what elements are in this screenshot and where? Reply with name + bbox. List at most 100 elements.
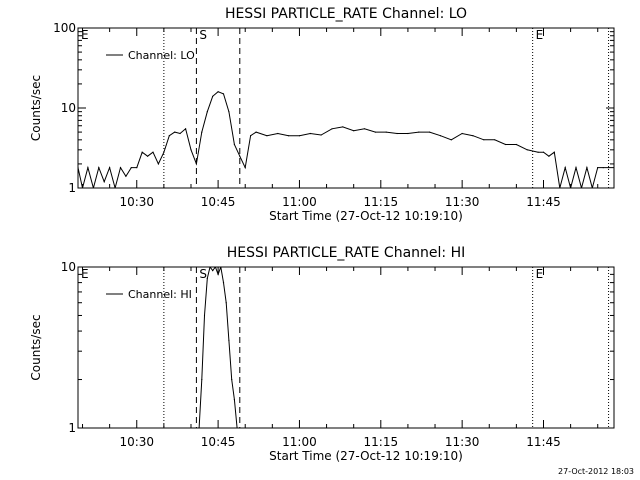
footer-timestamp: 27-Oct-2012 18:03 <box>558 467 634 476</box>
event-marker-label: E <box>536 28 544 42</box>
data-point <box>198 427 200 428</box>
data-point <box>214 267 216 268</box>
data-point <box>222 282 225 284</box>
x-axis-label: Start Time (27-Oct-12 10:19:10) <box>269 209 463 223</box>
chart-panel-2: HESSI PARTICLE_RATE Channel: HI 1 10 10:30 1… <box>29 245 615 463</box>
data-point <box>222 93 225 95</box>
data-point <box>418 131 420 133</box>
data-point <box>494 139 496 141</box>
data-point <box>407 132 409 135</box>
data-point <box>461 132 463 135</box>
data-point <box>548 155 550 157</box>
x-tick-label: 11:15 <box>364 195 399 209</box>
data-point <box>564 167 566 169</box>
x-tick-label: 10:30 <box>119 435 154 449</box>
data-point <box>385 131 387 133</box>
data-point <box>236 427 238 428</box>
y-axis-label: Counts/sec <box>29 314 43 380</box>
series-line <box>78 91 614 188</box>
data-point <box>119 167 122 169</box>
data-point <box>602 167 604 169</box>
legend-entry: Channel: HI <box>128 288 192 301</box>
data-point <box>591 187 593 188</box>
data-point <box>239 155 241 157</box>
event-marker-label: E <box>81 267 89 281</box>
data-point <box>483 139 485 141</box>
legend-entry: Channel: LO <box>128 49 195 62</box>
y-tick-label: 1 <box>68 421 76 435</box>
data-point <box>472 135 474 137</box>
data-point <box>331 128 333 130</box>
y-axis-label: Counts/sec <box>29 75 43 141</box>
data-point <box>125 175 127 177</box>
series-line <box>198 267 238 428</box>
data-point <box>157 163 159 165</box>
data-point <box>396 132 398 135</box>
y-tick-label: 10 <box>61 101 76 115</box>
plot-area <box>78 91 614 188</box>
data-point <box>78 167 79 169</box>
data-point <box>233 399 235 401</box>
data-point <box>92 187 94 188</box>
event-marker-label: E <box>81 28 89 42</box>
data-point <box>526 149 528 151</box>
data-point <box>225 302 227 304</box>
data-point <box>342 126 344 128</box>
y-tick-label: 10 <box>61 260 76 274</box>
data-point <box>542 151 545 153</box>
data-point <box>195 163 197 165</box>
data-point <box>203 314 206 317</box>
data-point <box>374 131 376 133</box>
event-marker-label: S <box>199 267 207 281</box>
x-tick-label: 11:30 <box>445 435 480 449</box>
data-point <box>206 277 208 279</box>
data-point <box>228 339 230 341</box>
data-point <box>228 111 230 113</box>
data-point <box>233 143 235 146</box>
chart-title: HESSI PARTICLE_RATE Channel: HI <box>227 245 465 261</box>
data-point <box>586 167 588 169</box>
data-point <box>537 151 539 153</box>
data-point <box>309 132 311 135</box>
x-tick-label: 11:30 <box>445 195 480 209</box>
event-marker-label: S <box>199 28 207 42</box>
data-point <box>266 135 268 137</box>
data-point <box>597 167 599 169</box>
data-point <box>575 167 577 169</box>
x-tick-label: 11:45 <box>526 195 561 209</box>
data-point <box>429 131 431 133</box>
x-tick-label: 10:45 <box>201 195 236 209</box>
data-point <box>81 187 84 188</box>
data-point <box>201 378 203 381</box>
data-point <box>209 267 211 268</box>
data-point <box>231 378 233 381</box>
data-point <box>298 135 301 137</box>
x-tick-label: 11:00 <box>282 435 317 449</box>
data-point <box>163 151 165 153</box>
data-point <box>109 167 111 169</box>
data-point <box>103 181 105 183</box>
data-point <box>580 187 583 188</box>
data-point <box>152 151 154 153</box>
data-point <box>130 167 132 169</box>
data-point <box>217 273 219 275</box>
chart-panel-1: HESSI PARTICLE_RATE Channel: LO 1 10 100 10:… <box>29 6 615 223</box>
data-point <box>613 167 614 169</box>
data-point <box>515 143 518 146</box>
y-tick-label: 100 <box>53 21 76 35</box>
x-tick-label: 11:00 <box>282 195 317 209</box>
data-point <box>250 135 252 137</box>
x-tick-label: 10:45 <box>201 435 236 449</box>
data-point <box>212 270 214 272</box>
chart-title: HESSI PARTICLE_RATE Channel: LO <box>225 6 467 22</box>
data-point <box>608 167 610 169</box>
x-tick-label: 11:15 <box>364 435 399 449</box>
data-point <box>255 131 257 133</box>
data-point <box>98 167 100 169</box>
data-point <box>136 167 138 169</box>
data-point <box>114 187 116 188</box>
data-point <box>217 91 219 93</box>
data-point <box>212 95 214 97</box>
data-point <box>320 134 322 136</box>
